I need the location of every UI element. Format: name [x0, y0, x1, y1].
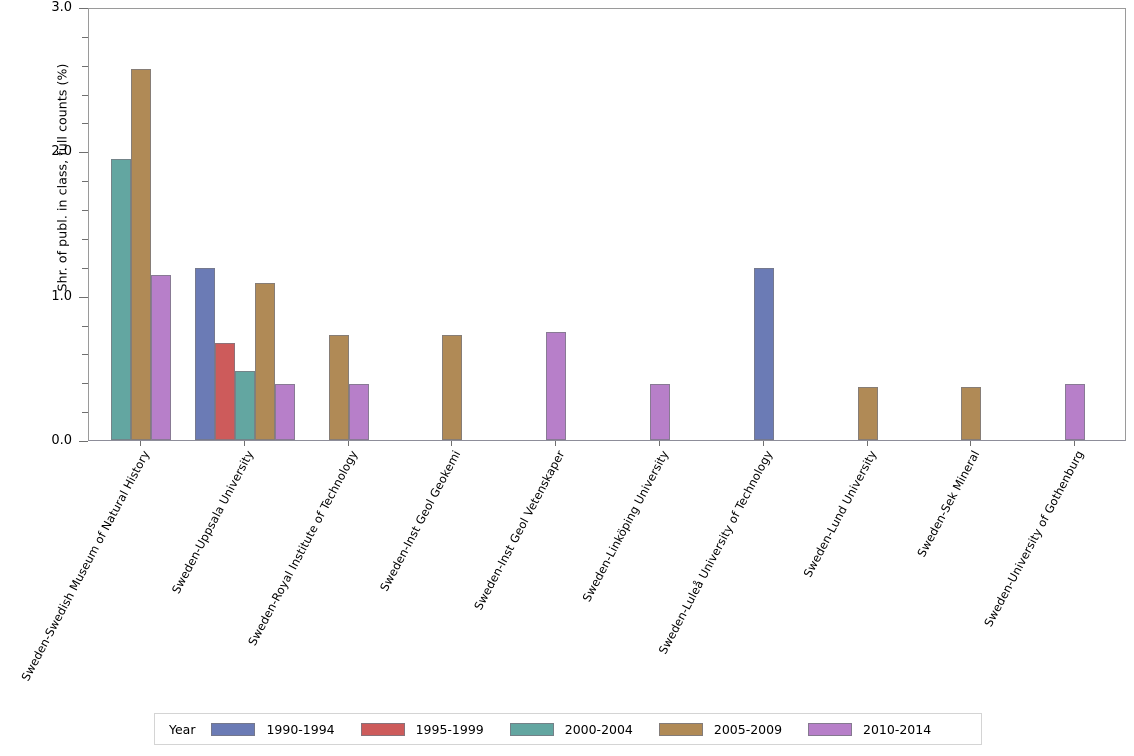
legend-label: 2010-2014 [863, 721, 932, 737]
x-tick-label: Sweden-Inst Geol Vetenskaper [471, 448, 567, 612]
x-tick-label-text: Sweden-Inst Geol Geokemi [377, 448, 464, 594]
bar [328, 334, 349, 440]
bar [194, 268, 215, 440]
legend-swatch-icon [360, 722, 405, 736]
x-tick-label: Sweden-University of Gothenburg [981, 448, 1086, 629]
y-tick-label: 1.0 [51, 288, 72, 304]
y-tick-minor [82, 36, 88, 38]
legend-swatch-icon [808, 722, 853, 736]
legend-title: Year [169, 721, 196, 737]
bars-layer [89, 9, 1125, 440]
legend-entry[interactable]: 1995-1999 [360, 721, 484, 737]
bar [442, 334, 463, 440]
plot-area [88, 8, 1126, 441]
x-tick [1074, 441, 1076, 446]
y-tick-major [79, 441, 88, 442]
legend-swatch-icon [509, 722, 554, 736]
bar [274, 383, 295, 440]
legend: Year 1990-1994 1995-1999 2000-2004 2005-200… [154, 713, 982, 745]
x-tick [866, 441, 868, 446]
y-tick-minor [82, 210, 88, 212]
x-tick-label: Sweden-Swedish Museum of Natural History [18, 448, 152, 683]
x-tick-label: Sweden-Linköping University [579, 448, 671, 604]
x-tick-label-text: Sweden-Inst Geol Vetenskaper [471, 448, 568, 613]
bar [254, 282, 275, 440]
x-tick [347, 441, 349, 446]
y-tick-major [79, 152, 88, 154]
x-tick-label: Sweden-Sek Mineral [915, 448, 983, 559]
legend-swatch-icon [211, 722, 256, 736]
legend-swatch-icon [658, 722, 703, 736]
bar [649, 383, 670, 440]
x-tick [139, 441, 141, 446]
y-tick-minor [82, 123, 88, 125]
legend-label: 1990-1994 [266, 721, 335, 737]
y-tick-minor [82, 383, 88, 385]
x-tick [451, 441, 453, 446]
legend-entry[interactable]: 2000-2004 [509, 721, 633, 737]
bar [546, 331, 567, 440]
legend-label: 2005-2009 [713, 721, 783, 737]
y-tick-minor [82, 94, 88, 96]
y-tick-minor [82, 65, 88, 67]
bar [857, 386, 878, 440]
y-tick-major [79, 296, 88, 298]
bar [214, 343, 235, 440]
x-tick-label-text: Sweden-Royal Institute of Technology [244, 448, 360, 648]
x-tick-label: Sweden-Inst Geol Geokemi [377, 448, 463, 594]
y-tick-minor [82, 181, 88, 183]
x-tick [658, 441, 660, 446]
x-tick [555, 441, 557, 446]
bar [753, 268, 774, 440]
legend-entry[interactable]: 1990-1994 [211, 721, 335, 737]
x-tick-label-text: Sweden-Sek Mineral [914, 448, 983, 560]
bar [234, 370, 255, 440]
legend-label: 1995-1999 [415, 721, 484, 737]
y-tick-label: 3.0 [51, 0, 72, 15]
x-tick-label: Sweden-Luleå University of Technology [655, 448, 775, 656]
x-tick-label: Sweden-Royal Institute of Technology [245, 448, 360, 648]
y-tick-label: 2.0 [51, 144, 72, 160]
x-tick-label-text: Sweden-University of Gothenburg [981, 448, 1087, 630]
legend-entry[interactable]: 2010-2014 [808, 722, 931, 737]
bar [110, 158, 131, 440]
x-tick-label-text: Sweden-Lund University [800, 448, 879, 580]
y-tick-major [79, 8, 88, 9]
x-tick-label-text: Sweden-Linköping University [579, 448, 672, 604]
y-tick-minor [82, 267, 88, 269]
y-tick-minor [82, 238, 88, 240]
x-tick [762, 441, 764, 446]
x-tick-label: Sweden-Uppsala University [169, 448, 257, 596]
x-tick-label-text: Sweden-Swedish Museum of Natural History [18, 448, 153, 684]
legend-entry[interactable]: 2005-2009 [658, 721, 783, 737]
y-tick-minor [82, 325, 88, 327]
x-tick-label: Sweden-Lund University [800, 448, 879, 580]
x-tick [970, 441, 972, 446]
x-tick-label-text: Sweden-Uppsala University [168, 448, 257, 596]
legend-entries: 1990-1994 1995-1999 2000-2004 2005-2009 2010… [211, 722, 957, 737]
bar [961, 386, 982, 440]
y-tick-minor [82, 412, 88, 414]
x-tick [243, 441, 245, 446]
y-axis-title: Shr. of publ. in class, full counts (%) [54, 63, 70, 292]
y-tick-minor [82, 354, 88, 356]
x-tick-label-text: Sweden-Luleå University of Technology [655, 448, 776, 657]
bar [130, 69, 151, 440]
bar [348, 383, 369, 440]
bar [1065, 383, 1086, 440]
bar [150, 275, 171, 440]
y-tick-label: 0.0 [51, 433, 72, 448]
legend-label: 2000-2004 [564, 721, 633, 737]
